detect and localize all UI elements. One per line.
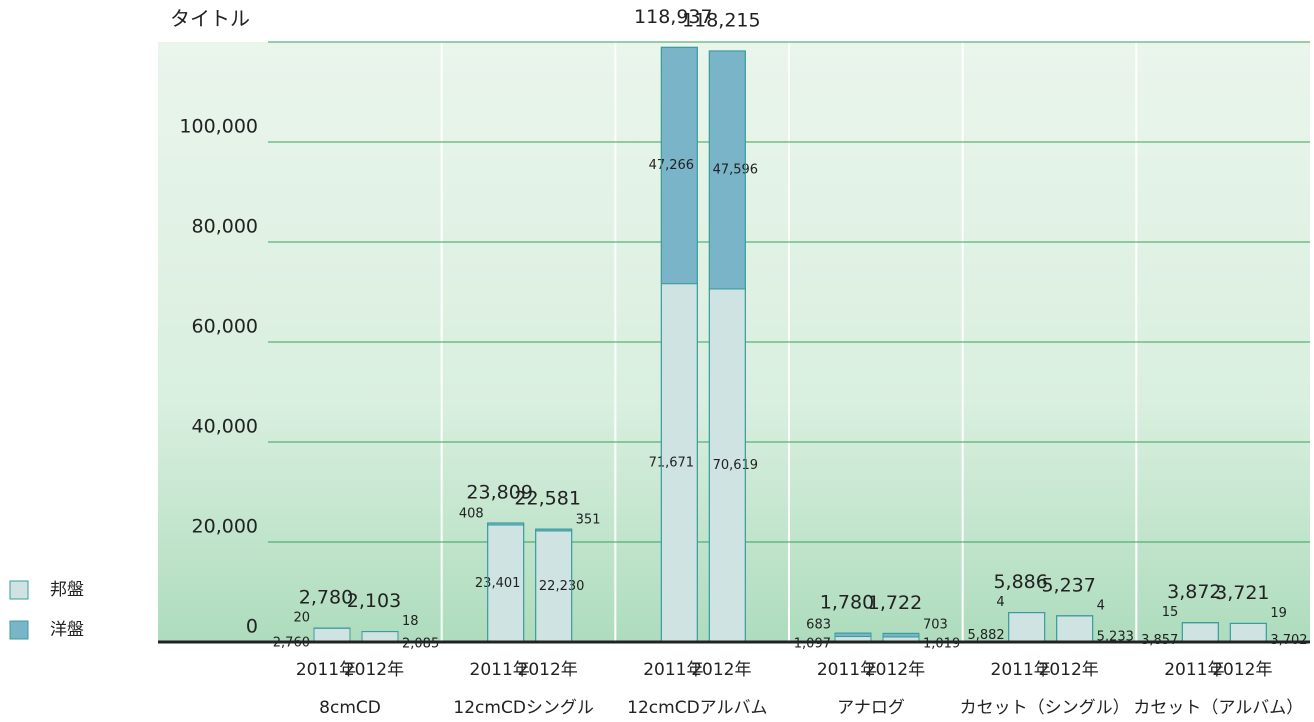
segment-label: 5,882 <box>967 628 1004 643</box>
group-label: 8cmCD <box>319 698 381 718</box>
total-label: 5,886 <box>993 571 1047 593</box>
segment-label: 71,671 <box>649 455 695 470</box>
group-label: アナログ <box>837 698 905 718</box>
segment-label: 47,596 <box>713 162 759 177</box>
y-tick-label: 100,000 <box>179 116 258 138</box>
legend-swatch <box>9 580 29 600</box>
total-label: 1,780 <box>820 592 874 614</box>
bar-segment <box>708 288 746 643</box>
x-tick-label: 2011年 <box>296 660 356 680</box>
segment-label: 15 <box>1162 605 1179 620</box>
segment-label: 703 <box>923 618 948 633</box>
segment-label: 19 <box>1270 606 1287 621</box>
bar-segment <box>834 632 872 638</box>
y-tick-label: 80,000 <box>192 216 258 238</box>
group-label: カセット（アルバム） <box>1133 698 1303 718</box>
total-label: 23,809 <box>466 481 532 503</box>
total-label: 118,937 <box>634 6 713 28</box>
total-label: 2,780 <box>299 587 353 609</box>
x-tick-label: 2012年 <box>691 660 751 680</box>
segment-label: 4 <box>996 595 1004 610</box>
bar-segment <box>1229 622 1267 643</box>
x-tick-label: 2011年 <box>470 660 530 680</box>
bar-segment <box>1056 615 1094 643</box>
segment-label: 47,266 <box>649 158 695 173</box>
segment-label: 70,619 <box>713 458 759 473</box>
bar-segment <box>1181 622 1219 643</box>
segment-label: 3,857 <box>1141 633 1178 648</box>
total-label: 1,722 <box>868 592 922 614</box>
x-tick-label: 2011年 <box>817 660 877 680</box>
segment-label: 408 <box>459 506 484 521</box>
x-tick-label: 2012年 <box>1039 660 1099 680</box>
legend-label: 邦盤 <box>50 580 84 600</box>
group-label: カセット（シングル） <box>960 698 1130 718</box>
x-tick-label: 2012年 <box>865 660 925 680</box>
x-tick-label: 2011年 <box>643 660 703 680</box>
segment-label: 351 <box>576 512 601 527</box>
y-tick-label: 40,000 <box>192 416 258 438</box>
bar-segment <box>313 627 351 643</box>
y-tick-label: 0 <box>246 616 258 638</box>
total-label: 2,103 <box>347 590 401 612</box>
segment-label: 1,019 <box>923 637 960 652</box>
total-label: 22,581 <box>514 488 580 510</box>
bar-segment <box>882 632 920 638</box>
segment-label: 22,230 <box>539 579 585 594</box>
segment-label: 683 <box>806 617 831 632</box>
x-tick-label: 2012年 <box>518 660 578 680</box>
x-tick-label: 2012年 <box>344 660 404 680</box>
bar-segment <box>361 631 399 643</box>
y-tick-label: 20,000 <box>192 516 258 538</box>
total-label: 3,872 <box>1167 581 1221 603</box>
x-tick-label: 2011年 <box>991 660 1051 680</box>
segment-label: 4 <box>1097 598 1105 613</box>
segment-label: 23,401 <box>475 576 521 591</box>
segment-label: 2,085 <box>402 637 439 652</box>
legend-label: 洋盤 <box>50 620 84 640</box>
bar-segment <box>1008 612 1046 643</box>
total-label: 5,237 <box>1041 574 1095 596</box>
segment-label: 1,097 <box>794 637 831 652</box>
segment-label: 20 <box>293 611 310 626</box>
group-label: 12cmCDアルバム <box>627 698 767 718</box>
total-label: 3,721 <box>1215 582 1269 604</box>
legend-swatch <box>9 620 29 640</box>
y-axis-label: タイトル <box>170 7 250 31</box>
segment-label: 18 <box>402 614 419 629</box>
x-tick-label: 2012年 <box>1212 660 1272 680</box>
bar-segment <box>708 50 746 290</box>
group-label: 12cmCDシングル <box>453 698 594 718</box>
y-tick-label: 60,000 <box>192 316 258 338</box>
x-tick-label: 2011年 <box>1164 660 1224 680</box>
total-label: 118,215 <box>682 9 761 31</box>
